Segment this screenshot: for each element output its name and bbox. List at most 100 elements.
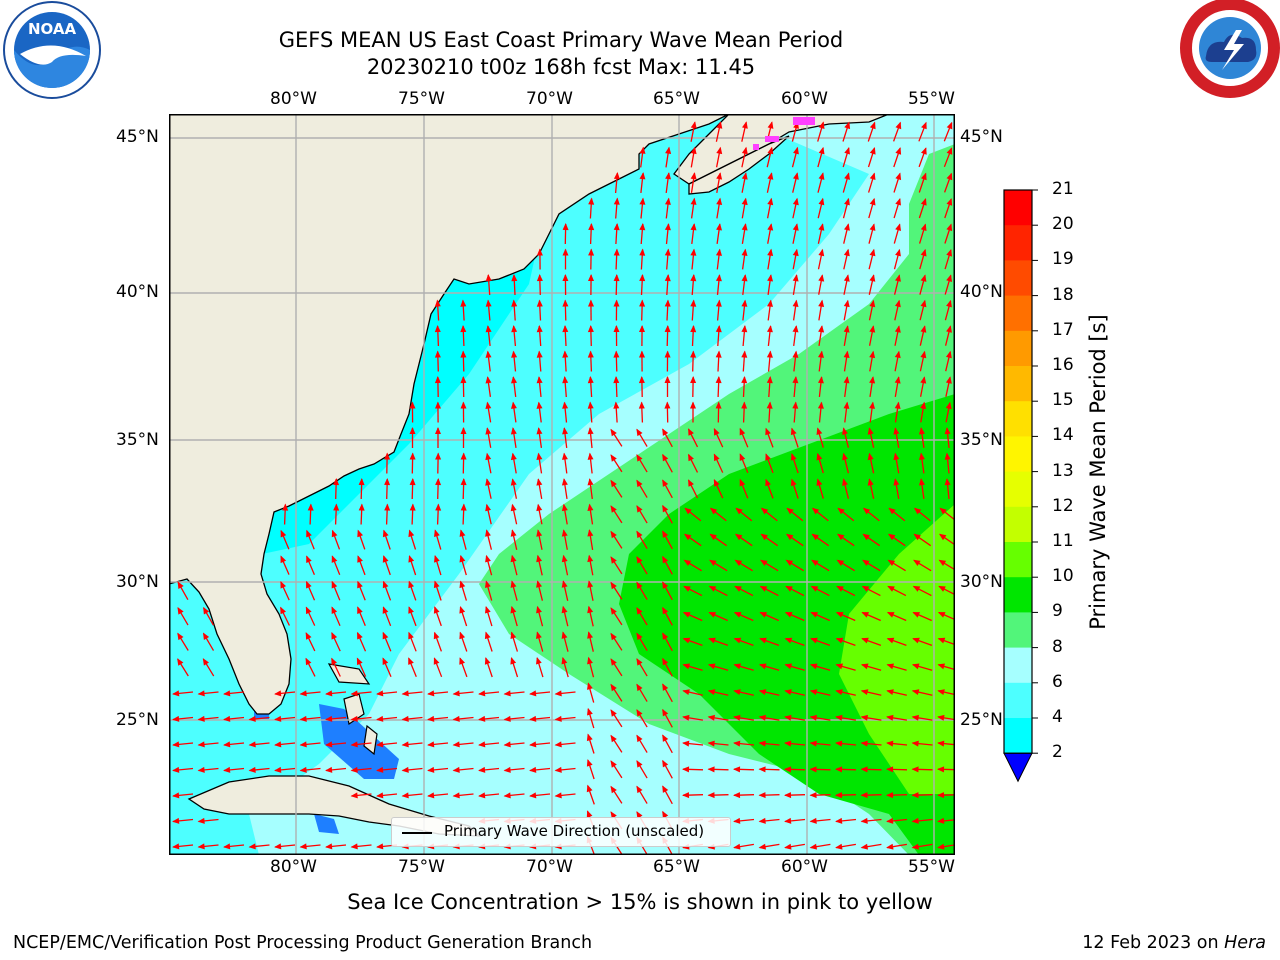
footer-host: Hera bbox=[1224, 933, 1266, 953]
wave-arrow bbox=[248, 766, 270, 773]
wave-arrow bbox=[939, 533, 955, 546]
wave-arrow bbox=[433, 631, 443, 652]
wave-arrow bbox=[943, 172, 953, 193]
wave-arrow bbox=[860, 689, 882, 696]
wave-arrow bbox=[401, 715, 423, 722]
wave-arrow bbox=[433, 606, 442, 627]
wave-arrow bbox=[862, 507, 880, 522]
colorbar-segment bbox=[1004, 577, 1032, 613]
colorbar-tick-label: 17 bbox=[1052, 319, 1074, 340]
wave-arrow bbox=[350, 690, 372, 697]
wave-arrow bbox=[536, 299, 543, 321]
wave-arrow bbox=[818, 376, 824, 397]
wave-arrow bbox=[409, 478, 416, 500]
wave-arrow bbox=[810, 611, 830, 622]
wave-arrow bbox=[707, 689, 729, 696]
wave-arrow bbox=[759, 585, 779, 597]
wave-arrow bbox=[636, 709, 648, 728]
wave-arrow bbox=[172, 715, 194, 722]
wave-arrow bbox=[299, 843, 321, 850]
wave-arrow bbox=[682, 689, 703, 696]
wave-arrow bbox=[562, 350, 569, 372]
wave-arrow bbox=[867, 427, 875, 448]
wave-arrow bbox=[690, 350, 697, 372]
wave-arrow bbox=[172, 766, 194, 773]
wave-arrow bbox=[758, 714, 780, 721]
wave-arrow bbox=[177, 632, 189, 651]
wave-arrow bbox=[739, 453, 749, 473]
wave-arrow bbox=[682, 714, 704, 721]
wave-arrow bbox=[708, 585, 728, 597]
wave-arrow bbox=[610, 632, 623, 651]
lon-tick-bottom-80w: 80°W bbox=[270, 857, 317, 877]
wave-arrow bbox=[860, 817, 882, 824]
wave-arrow bbox=[888, 533, 906, 547]
wave-arrow bbox=[945, 376, 952, 397]
wave-arrow bbox=[919, 325, 927, 346]
wave-arrow bbox=[510, 657, 519, 678]
wave-arrow bbox=[918, 198, 927, 219]
wave-arrow bbox=[587, 401, 594, 423]
wave-arrow bbox=[274, 715, 296, 722]
ocean-region-2-4-c bbox=[314, 814, 339, 834]
wave-arrow bbox=[636, 658, 648, 677]
lon-tick-bottom-55w: 55°W bbox=[908, 857, 955, 877]
wave-arrow bbox=[459, 529, 467, 550]
wave-arrow bbox=[792, 274, 799, 296]
colorbar-tick-label: 16 bbox=[1052, 355, 1074, 375]
wave-arrow bbox=[561, 656, 569, 678]
wave-arrow bbox=[177, 658, 189, 677]
wave-arrow bbox=[554, 741, 576, 748]
lat-tick-left-25n: 25°N bbox=[116, 710, 159, 730]
wave-arrow bbox=[357, 555, 366, 576]
wave-arrow bbox=[562, 248, 569, 270]
wave-arrow bbox=[790, 478, 799, 499]
wave-arrow bbox=[664, 401, 671, 423]
colorbar-segment bbox=[1004, 647, 1032, 684]
wave-arrow bbox=[306, 555, 315, 575]
wave-arrow bbox=[767, 299, 773, 321]
wave-arrow bbox=[733, 843, 755, 850]
wave-arrow bbox=[586, 759, 595, 780]
wave-arrow bbox=[735, 507, 753, 522]
wave-arrow bbox=[765, 453, 774, 474]
wave-arrow bbox=[886, 766, 908, 773]
wave-arrow bbox=[280, 529, 290, 550]
colorbar-segment bbox=[1004, 401, 1032, 437]
wave-arrow bbox=[610, 454, 623, 473]
wave-arrow bbox=[536, 657, 544, 678]
colorbar-tick-label: 8 bbox=[1052, 636, 1063, 657]
wave-arrow bbox=[867, 452, 875, 474]
wave-arrow bbox=[792, 299, 799, 321]
wave-arrow bbox=[613, 299, 620, 321]
wave-arrow bbox=[586, 784, 595, 805]
lat-tick-left-40n: 40°N bbox=[116, 282, 159, 302]
colorbar-segment bbox=[1004, 718, 1032, 754]
wave-arrow bbox=[485, 427, 492, 448]
wave-arrow bbox=[610, 760, 623, 779]
wave-arrow bbox=[382, 657, 392, 677]
lon-tick-top-80w: 80°W bbox=[270, 89, 317, 109]
wave-arrow bbox=[435, 478, 442, 500]
wave-arrow bbox=[325, 715, 347, 722]
wave-arrow bbox=[331, 632, 341, 652]
wave-arrow bbox=[662, 504, 673, 524]
wave-arrow bbox=[911, 766, 933, 773]
wave-arrow bbox=[765, 427, 774, 448]
wave-arrow bbox=[636, 760, 648, 779]
wave-arrow bbox=[860, 843, 882, 850]
wave-arrow bbox=[861, 611, 881, 622]
wave-arrow bbox=[435, 401, 441, 423]
wave-arrow bbox=[610, 709, 623, 728]
wave-arrow bbox=[503, 766, 525, 773]
colorbar-tick-label: 11 bbox=[1052, 531, 1074, 551]
wave-arrow bbox=[536, 631, 544, 652]
lon-tick-bottom-65w: 65°W bbox=[653, 857, 700, 877]
wave-arrow bbox=[767, 274, 773, 295]
wave-arrow bbox=[816, 427, 824, 448]
wave-arrow bbox=[716, 172, 723, 194]
wave-arrow bbox=[690, 223, 697, 244]
wave-arrow bbox=[664, 376, 671, 397]
wave-arrow bbox=[452, 792, 474, 799]
wave-arrow bbox=[588, 274, 594, 296]
